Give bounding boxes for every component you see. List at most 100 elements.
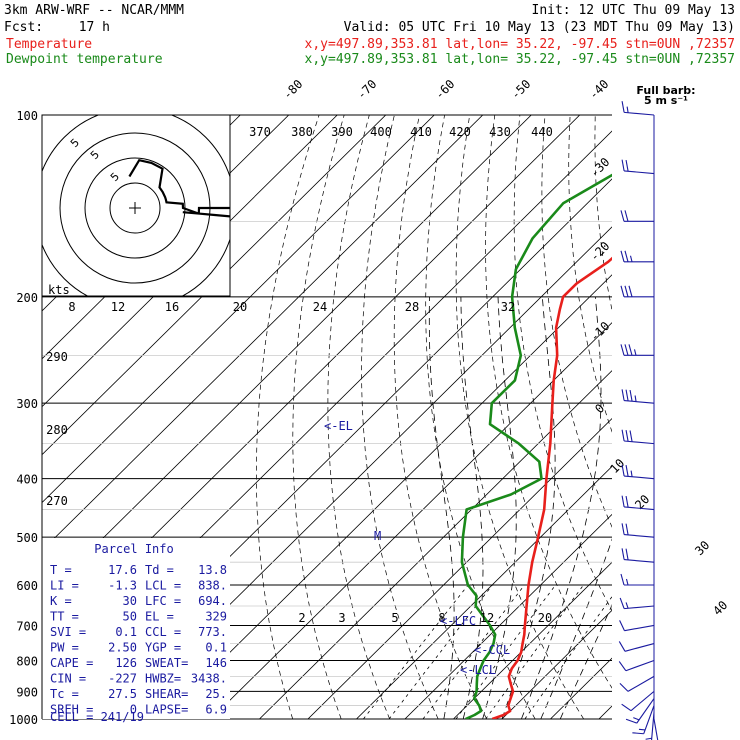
dry-adiabat-line [513, 115, 612, 612]
isotherm-line [452, 561, 612, 719]
mixing-ratio-line [388, 584, 493, 719]
parcel-row-label: Tc = [50, 687, 79, 701]
parcel-annotations: <-EL <-LFC <-CCL <-LCL M [324, 419, 510, 677]
parcel-row-value: 773. [198, 625, 227, 639]
mixing-ratio-tick-label: 5 [391, 611, 398, 625]
wind-barb [618, 641, 655, 652]
moist-adiabat-line [501, 296, 556, 719]
parcel-row-value: 0.1 [205, 641, 227, 655]
hodograph-trace [128, 158, 230, 218]
parcel-row-label: LFC = [145, 594, 181, 608]
pressure-tick-label: 1000 [9, 713, 38, 727]
wind-barb [620, 285, 654, 298]
parcel-row-value: 30 [123, 594, 137, 608]
theta-tick-label: 420 [449, 125, 471, 139]
dry-adiabat-line [292, 115, 345, 719]
legend-dewpoint-info: x,y=497.89,353.81 lat,lon= 35.22, -97.45… [305, 52, 735, 67]
theta-tick-label: 400 [370, 125, 392, 139]
wind-barb [619, 675, 655, 692]
isotherm-line [355, 465, 612, 719]
wind-barb [621, 464, 655, 480]
thetae-tick-label: 12 [111, 300, 125, 314]
parcel-row-value: 838. [198, 579, 227, 593]
isotherm-line [42, 115, 435, 504]
dry-adiabat-line [594, 115, 612, 312]
mixing-ratio-line [422, 584, 525, 719]
sounding-traces [460, 173, 612, 719]
wind-barb [620, 344, 654, 356]
dry-adiabat-line [393, 115, 488, 719]
theta-tick-label: 440 [531, 125, 553, 139]
parcel-row-value: 0.1 [115, 625, 137, 639]
wind-barb [620, 210, 654, 222]
mixing-ratio-tick-label: 12 [480, 611, 494, 625]
wind-barb [621, 159, 655, 175]
parcel-row-label: HWBZ= [145, 672, 181, 686]
forecast-label: Fcst: [4, 20, 43, 35]
parcel-row-label: LI = [50, 579, 79, 593]
theta-left-tick-label: 270 [46, 494, 68, 508]
isotherm-line [258, 370, 612, 719]
isotherm-line [42, 115, 532, 599]
legend-temperature-name: Temperature [6, 37, 92, 52]
barb-legend-line1: Full barb: [636, 84, 695, 97]
isotherm-line [42, 115, 484, 552]
wind-barb [621, 495, 655, 511]
pressure-tick-label: 700 [16, 619, 38, 633]
isotherm-line [549, 657, 612, 719]
wind-barb [621, 429, 655, 445]
annotation-el: <-EL [324, 419, 353, 433]
parcel-row-value: 3438. [191, 672, 227, 686]
hodograph-frame [41, 114, 231, 297]
pressure-tick-label: 300 [16, 397, 38, 411]
parcel-row-label: SVI = [50, 625, 86, 639]
theta-left-tick-label: 280 [46, 423, 68, 437]
parcel-row-value: 146 [205, 656, 227, 670]
wind-barb [632, 705, 655, 735]
parcel-row-label: SHEAR= [145, 687, 188, 701]
annotation-ccl: <-CCL [474, 643, 510, 657]
parcel-row-label: YGP = [145, 641, 181, 655]
thetae-tick-label: 28 [405, 300, 419, 314]
theta-tick-label: 390 [331, 125, 353, 139]
dry-adiabat-line [671, 115, 740, 719]
annotation-lcl: <-LCL [460, 663, 496, 677]
dry-adiabat-line [425, 115, 536, 719]
dewpoint-trace [460, 173, 612, 719]
parcel-row-label: SWEAT= [145, 656, 188, 670]
isotherm-tick-label: -60 [432, 77, 457, 102]
mixing-ratio-tick-label: 3 [338, 611, 345, 625]
parcel-cell: CELL = 241/19 [50, 710, 144, 724]
isotherm-line [161, 274, 612, 719]
wind-barbs [618, 101, 659, 740]
theta-left-tick-label: 290 [46, 350, 68, 364]
parcel-info-title: Parcel Info [94, 542, 173, 556]
thetae-tick-label: 24 [313, 300, 327, 314]
parcel-row-value: 0 [130, 703, 137, 717]
dry-adiabat-line [721, 115, 740, 719]
parcel-row-value: -1.3 [108, 579, 137, 593]
isotherm-line [598, 705, 612, 719]
pressure-tick-label: 200 [16, 291, 38, 305]
parcel-row-label: CCL = [145, 625, 181, 639]
theta-tick-label: 380 [291, 125, 313, 139]
forecast-hours: 17 h [79, 20, 110, 35]
parcel-row-label: EL = [145, 610, 174, 624]
mixing-ratio-tick-label: 20 [538, 611, 552, 625]
moist-adiabat-line [559, 604, 612, 719]
isotherm-line [635, 102, 740, 732]
theta-tick-label: 430 [489, 125, 511, 139]
parcel-row-label: K = [50, 594, 72, 608]
parcel-row-label: LCL = [145, 579, 181, 593]
pressure-tick-label: 400 [16, 473, 38, 487]
dry-adiabat-line [327, 115, 391, 719]
legend-dewpoint-name: Dewpoint temperature [6, 52, 163, 67]
thetae-tick-label: 20 [233, 300, 247, 314]
parcel-row-label: SREH = [50, 703, 93, 717]
thetae-tick-label: 16 [165, 300, 179, 314]
valid-time: Valid: 05 UTC Fri 10 May 13 (23 MDT Thu … [344, 20, 735, 35]
wind-barb [625, 698, 655, 724]
dry-adiabat-line [485, 115, 612, 689]
wind-barb [620, 573, 654, 586]
